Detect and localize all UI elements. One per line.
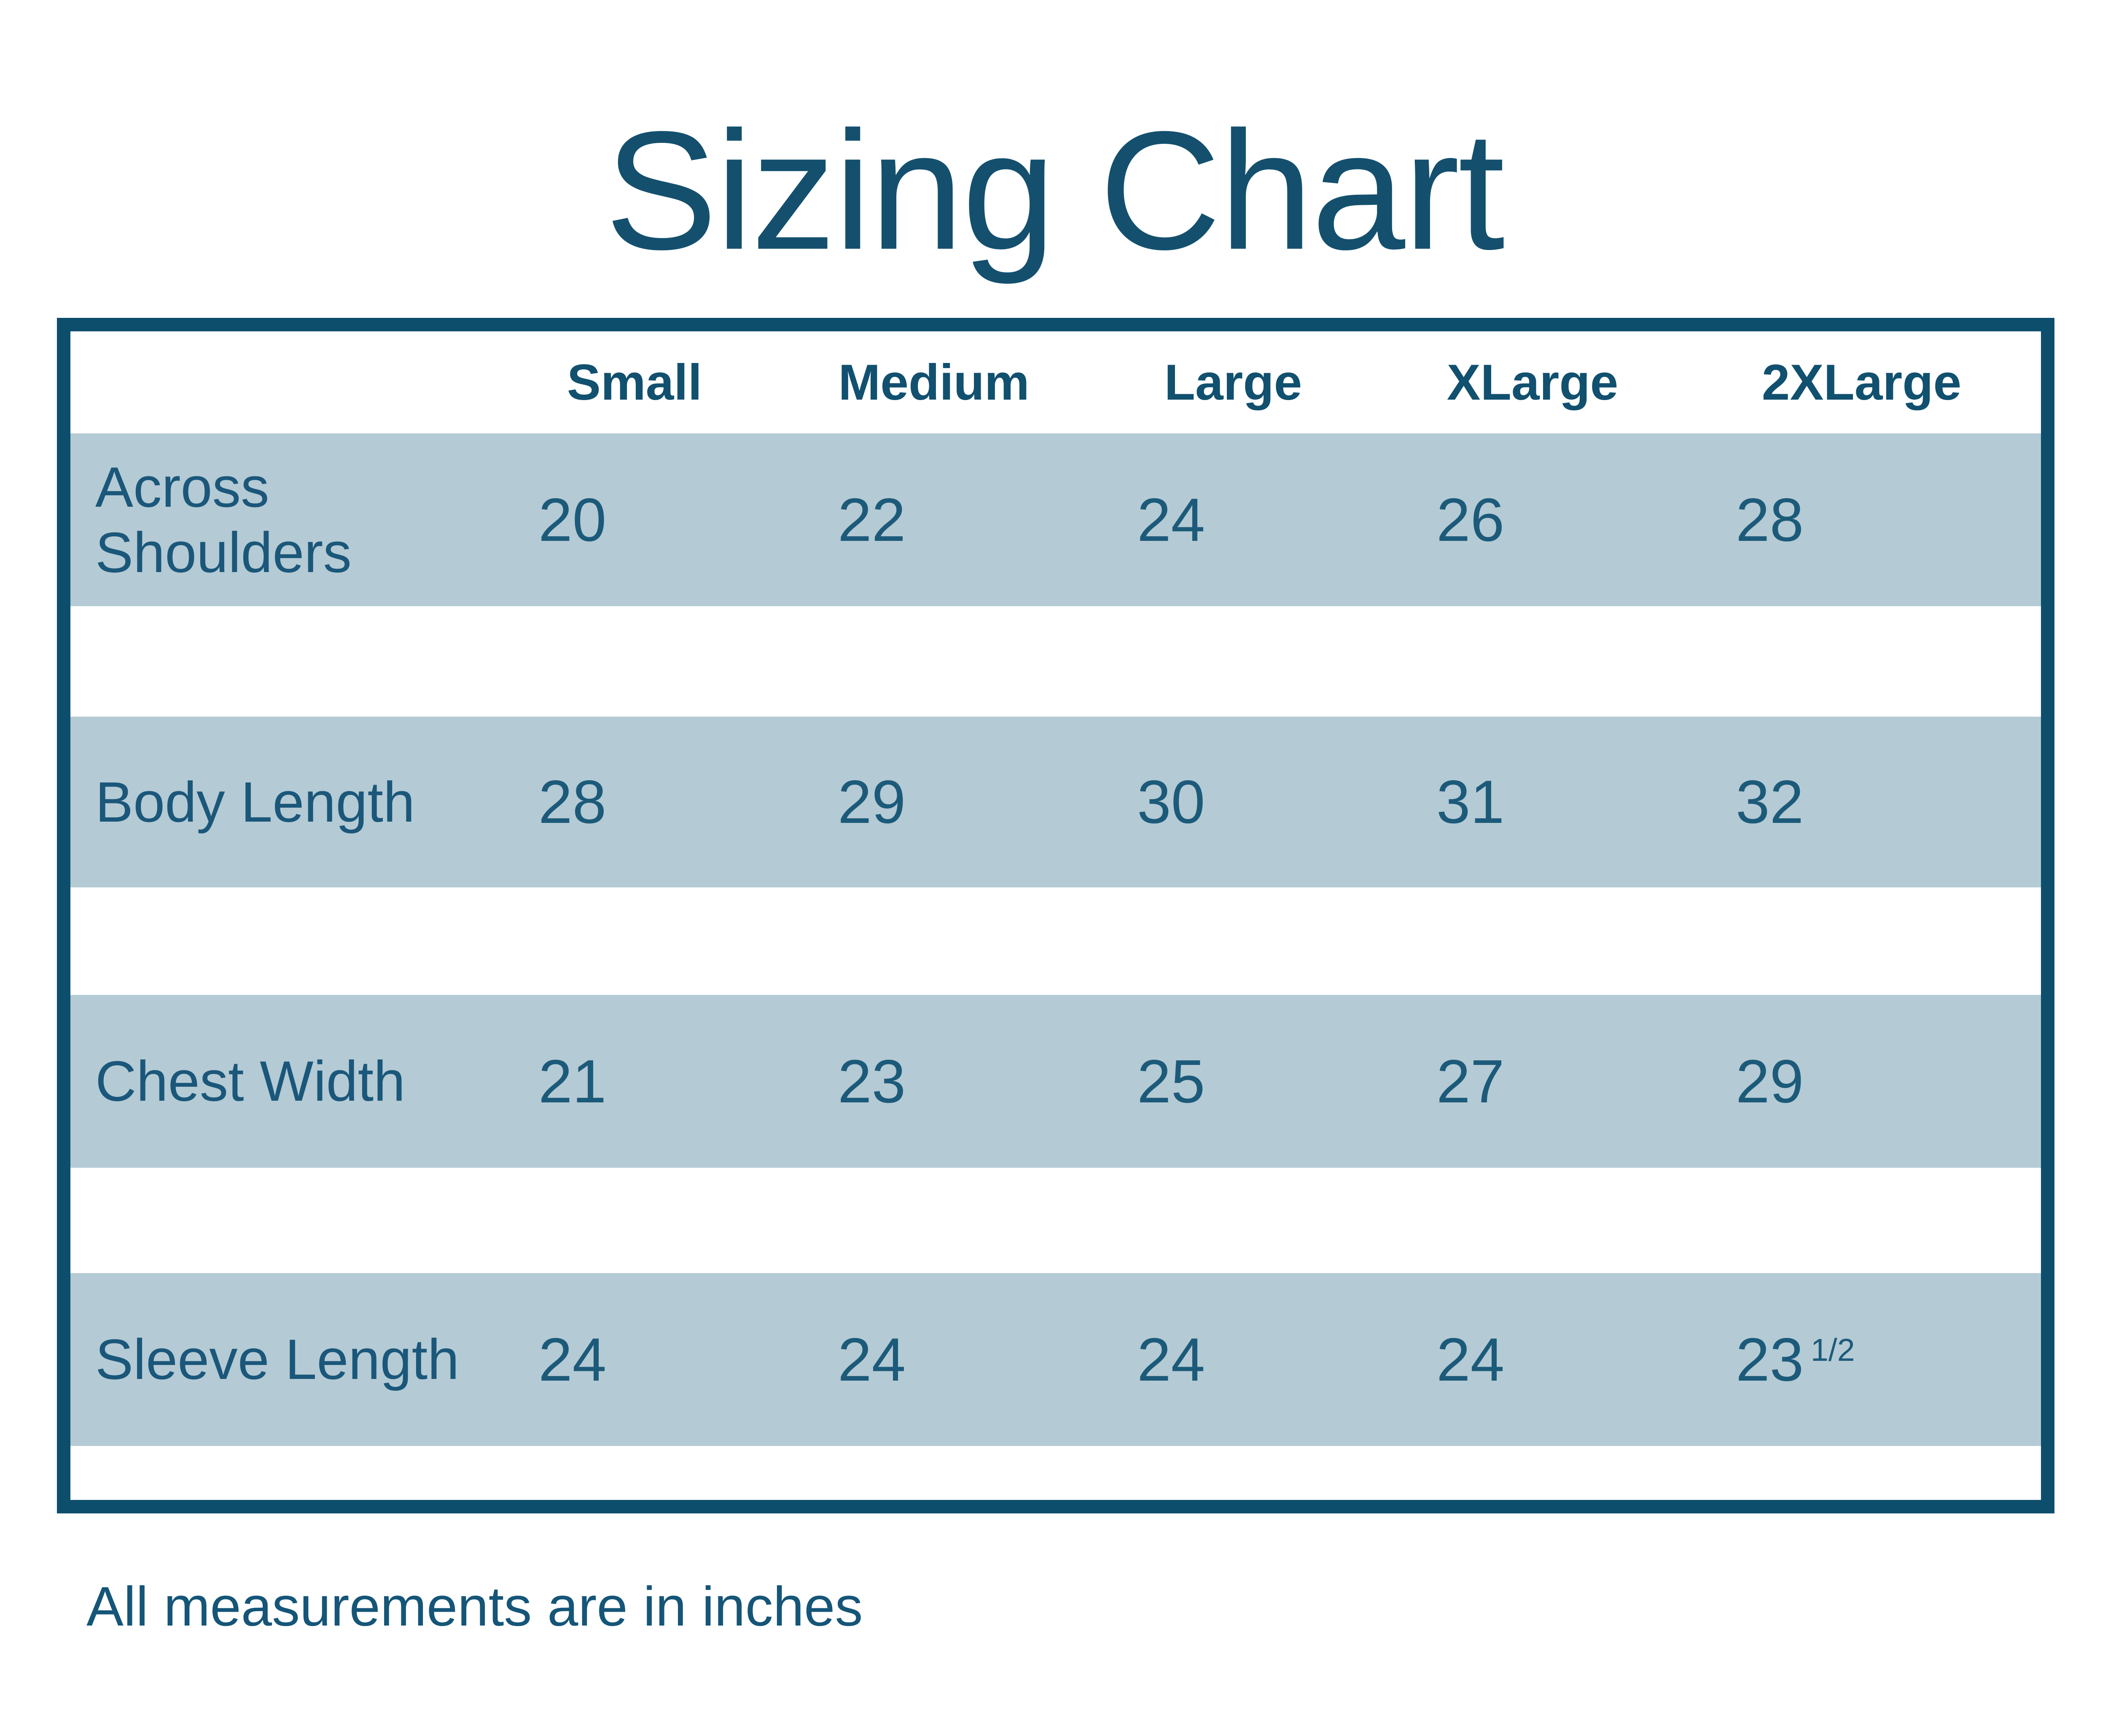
value-chest-width-medium: 23: [838, 1047, 906, 1115]
value-sleeve-length-xlarge: 24: [1436, 1325, 1505, 1394]
spacer-row: [70, 887, 2041, 995]
table-row-chest-width: Chest Width 21 23 25 27 29: [70, 995, 2041, 1168]
value-sleeve-length-2xlarge: 23 1/2: [1682, 1325, 2041, 1395]
table-row-sleeve-length: Sleeve Length 24 24 24 24 23 1/2: [70, 1273, 2041, 1446]
value-chest-width-small: 21: [538, 1047, 607, 1115]
spacer-row: [70, 1168, 2041, 1273]
row-label-chest-width: Chest Width: [95, 1049, 406, 1113]
column-header-xlarge: XLarge: [1447, 354, 1619, 411]
value-chest-width-2xlarge: 29: [1736, 1047, 1804, 1115]
value-body-length-xlarge: 31: [1436, 768, 1505, 836]
value-chest-width-large: 25: [1137, 1047, 1205, 1115]
value-across-shoulders-small: 20: [538, 485, 607, 554]
value-sleeve-length-medium: 24: [838, 1325, 906, 1394]
value-whole-number: 23: [1736, 1325, 1804, 1394]
value-body-length-medium: 29: [838, 768, 906, 836]
table-row-body-length: Body Length 28 29 30 31 32: [70, 717, 2041, 887]
value-sleeve-length-small: 24: [538, 1325, 607, 1394]
row-label-body-length: Body Length: [95, 770, 415, 834]
value-across-shoulders-xlarge: 26: [1436, 485, 1505, 554]
value-chest-width-xlarge: 27: [1436, 1047, 1505, 1115]
spacer-row: [70, 1446, 2041, 1500]
value-body-length-small: 28: [538, 768, 607, 836]
column-header-2xlarge: 2XLarge: [1761, 354, 1962, 411]
row-label-sleeve-length: Sleeve Length: [95, 1328, 460, 1392]
sizing-table: Small Medium Large XLarge 2XLarge Across…: [57, 318, 2054, 1513]
column-header-medium: Medium: [838, 354, 1030, 411]
value-across-shoulders-large: 24: [1137, 485, 1205, 554]
spacer-row: [70, 606, 2041, 717]
half-fraction: 1/2: [1810, 1332, 1855, 1368]
table-header-row: Small Medium Large XLarge 2XLarge: [70, 331, 2041, 433]
value-across-shoulders-2xlarge: 28: [1736, 485, 1804, 554]
value-body-length-2xlarge: 32: [1736, 768, 1804, 836]
row-label-across-shoulders: Across Shoulders: [95, 455, 352, 584]
value-across-shoulders-medium: 22: [838, 485, 906, 554]
table-row-across-shoulders: Across Shoulders 20 22 24 26 28: [70, 433, 2041, 606]
measurements-note: All measurements are in inches: [86, 1575, 863, 1637]
value-body-length-large: 30: [1137, 768, 1205, 836]
value-sleeve-length-large: 24: [1137, 1325, 1205, 1394]
page-title: Sizing Chart: [605, 96, 1505, 285]
column-header-small: Small: [567, 354, 702, 411]
column-header-large: Large: [1164, 354, 1302, 411]
